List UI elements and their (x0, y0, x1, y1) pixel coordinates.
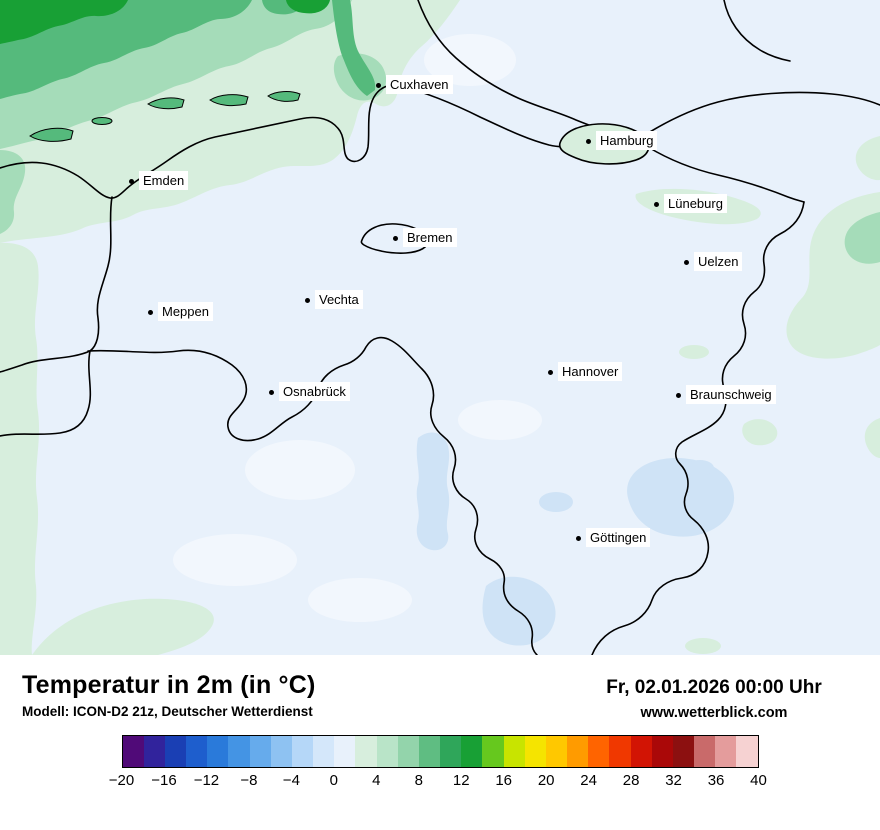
city-dot (147, 309, 153, 315)
legend-segment (143, 736, 165, 767)
legend-tick-label: 20 (537, 772, 555, 789)
legend-tick-label: 12 (452, 772, 470, 789)
legend-segment (418, 736, 441, 767)
map-svg (0, 0, 880, 655)
legend-tick-row: −20 −16 −12 −8 −4 0 4 8 12 16 20 24 28 32 36 40 (109, 772, 767, 792)
city-label: Lüneburg (664, 194, 727, 213)
legend-segment (715, 736, 737, 767)
legend-tick-label: 36 (707, 772, 725, 789)
forecast-datetime: Fr, 02.01.2026 00:00 Uhr (606, 677, 822, 698)
city-label: Hannover (558, 362, 623, 381)
city-label: Vechta (315, 290, 363, 309)
coastline (0, 84, 581, 199)
city-layer: Cuxhaven Hamburg Emden Lüneburg Bremen Uelzen… (128, 75, 776, 547)
legend-segment (164, 736, 187, 767)
model-info: Modell: ICON-D2 21z, Deutscher Wetterdie… (22, 704, 313, 719)
city-dot (304, 297, 310, 303)
city-label: Hamburg (596, 131, 658, 150)
legend-segment (207, 736, 229, 767)
city-dot (268, 389, 274, 395)
title-block: Temperatur in 2m (in °C) Modell: ICON-D2… (22, 667, 316, 721)
legend-segment (186, 736, 208, 767)
legend-segment (270, 736, 292, 767)
legend-tick-label: 16 (495, 772, 513, 789)
legend-segment (228, 736, 250, 767)
legend-tick-label: 28 (622, 772, 640, 789)
city-dot (375, 82, 381, 88)
footer-header: Temperatur in 2m (in °C) Modell: ICON-D2… (0, 655, 880, 721)
coastal-islands (29, 91, 301, 142)
website-label: www.wetterblick.com (640, 705, 788, 721)
city-dot (653, 201, 659, 207)
city-label: Uelzen (694, 252, 743, 271)
eastern-state-border (591, 201, 805, 655)
page-title: Temperatur in 2m (in °C) (22, 671, 316, 699)
legend-tick-label: −8 (240, 772, 258, 789)
legend-segment (376, 736, 398, 767)
city-label: Osnabrück (279, 382, 350, 401)
dutch-border-south (0, 350, 92, 437)
city-label: Bremen (403, 228, 457, 247)
legend-segment (334, 736, 356, 767)
legend-segment (736, 736, 758, 767)
legend-colorbar (121, 735, 759, 768)
city-dot (547, 369, 553, 375)
legend-tick-label: 24 (580, 772, 597, 789)
legend-segment (503, 736, 525, 767)
legend-segment (249, 736, 271, 767)
green-bright-regions (0, 0, 330, 44)
city-label: Cuxhaven (386, 75, 453, 94)
city-dot (585, 138, 591, 144)
dutch-border (0, 196, 113, 373)
legend-segment (694, 736, 716, 767)
southern-state-border (87, 336, 538, 655)
temperature-legend: −20 −16 −12 −8 −4 0 4 8 12 16 20 24 28 32 36 40 (109, 735, 767, 792)
legend-segment (545, 736, 568, 767)
legend-tick-label: −4 (282, 772, 300, 789)
legend-tick-label: 0 (329, 772, 338, 789)
legend-segment (482, 736, 504, 767)
legend-tick-label: 4 (372, 772, 381, 789)
legend-segment (355, 736, 377, 767)
legend-tick-label: 32 (665, 772, 682, 789)
legend-tick-label: −12 (193, 772, 220, 789)
top-right-border (723, 0, 791, 62)
legend-segment (588, 736, 610, 767)
legend-segment (524, 736, 546, 767)
footer: Temperatur in 2m (in °C) Modell: ICON-D2… (0, 655, 880, 830)
legend-segment (567, 736, 589, 767)
legend-tick-label: −20 (108, 772, 135, 789)
city-label: Emden (139, 171, 189, 190)
cold-pale-patches (173, 34, 542, 622)
city-dot (575, 535, 581, 541)
bremen-city-border (360, 223, 429, 254)
legend-segment (630, 736, 652, 767)
datetime-block: Fr, 02.01.2026 00:00 Uhr www.wetterblick… (574, 667, 854, 721)
city-label: Göttingen (586, 528, 651, 547)
legend-segment (651, 736, 673, 767)
elbe-river-border (647, 146, 805, 203)
city-dot (683, 259, 689, 265)
northern-border (639, 91, 880, 139)
city-dot (675, 392, 681, 398)
legend-segment (313, 736, 335, 767)
city-label: Braunschweig (686, 385, 776, 404)
city-label: Meppen (158, 302, 213, 321)
city-dot (392, 235, 398, 241)
legend-segment (461, 736, 483, 767)
legend-tick-label: 40 (750, 772, 767, 789)
legend-segment (122, 736, 144, 767)
legend-segment (397, 736, 419, 767)
legend-tick-label: −16 (151, 772, 177, 789)
legend-segment (440, 736, 462, 767)
legend-segment (672, 736, 695, 767)
legend-tick-label: 8 (414, 772, 423, 789)
legend-segment (609, 736, 631, 767)
city-dot (128, 178, 134, 184)
legend-segment (291, 736, 314, 767)
map-area: Cuxhaven Hamburg Emden Lüneburg Bremen Uelzen… (0, 0, 880, 655)
